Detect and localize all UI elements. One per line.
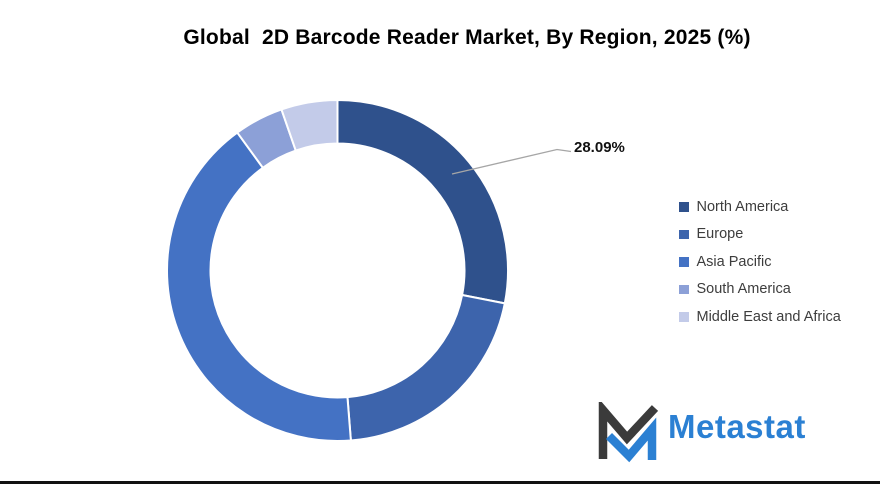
metastat-wordmark: Metastat — [668, 408, 806, 445]
legend-item-asia-pacific: Asia Pacific — [679, 248, 841, 276]
slice-middle-east-and-africa — [280, 99, 339, 152]
legend-item-south-america: South America — [679, 276, 841, 304]
slice-north-america — [336, 99, 510, 305]
slice-asia-pacific — [166, 131, 352, 442]
legend-label: Europe — [696, 226, 744, 243]
chart-title: Global 2D Barcode Reader Market, By Regi… — [183, 26, 751, 49]
legend-swatch-south-america — [679, 284, 689, 294]
legend-label: Middle East and Africa — [696, 308, 841, 325]
legend-item-europe: Europe — [679, 221, 841, 249]
legend-swatch-middle-east-and-africa — [679, 312, 689, 322]
legend-swatch-asia-pacific — [679, 257, 689, 267]
metastat-m-icon — [598, 402, 659, 463]
legend-swatch-north-america — [679, 202, 689, 212]
legend-label: Asia Pacific — [696, 253, 772, 270]
leader-line — [451, 148, 572, 175]
legend-item-middle-east-and-africa: Middle East and Africa — [679, 303, 841, 331]
donut-slices — [166, 99, 510, 442]
legend-label: South America — [696, 281, 791, 298]
legend: North America Europe Asia Pacific South … — [679, 193, 841, 331]
data-label-north-america: 28.09% — [574, 139, 625, 156]
legend-label: North America — [696, 198, 789, 215]
slice-europe — [346, 294, 506, 442]
legend-swatch-europe — [679, 229, 689, 239]
bottom-border-line — [0, 481, 880, 484]
metastat-logo: Metastat — [597, 402, 806, 464]
legend-item-north-america: North America — [679, 193, 841, 221]
